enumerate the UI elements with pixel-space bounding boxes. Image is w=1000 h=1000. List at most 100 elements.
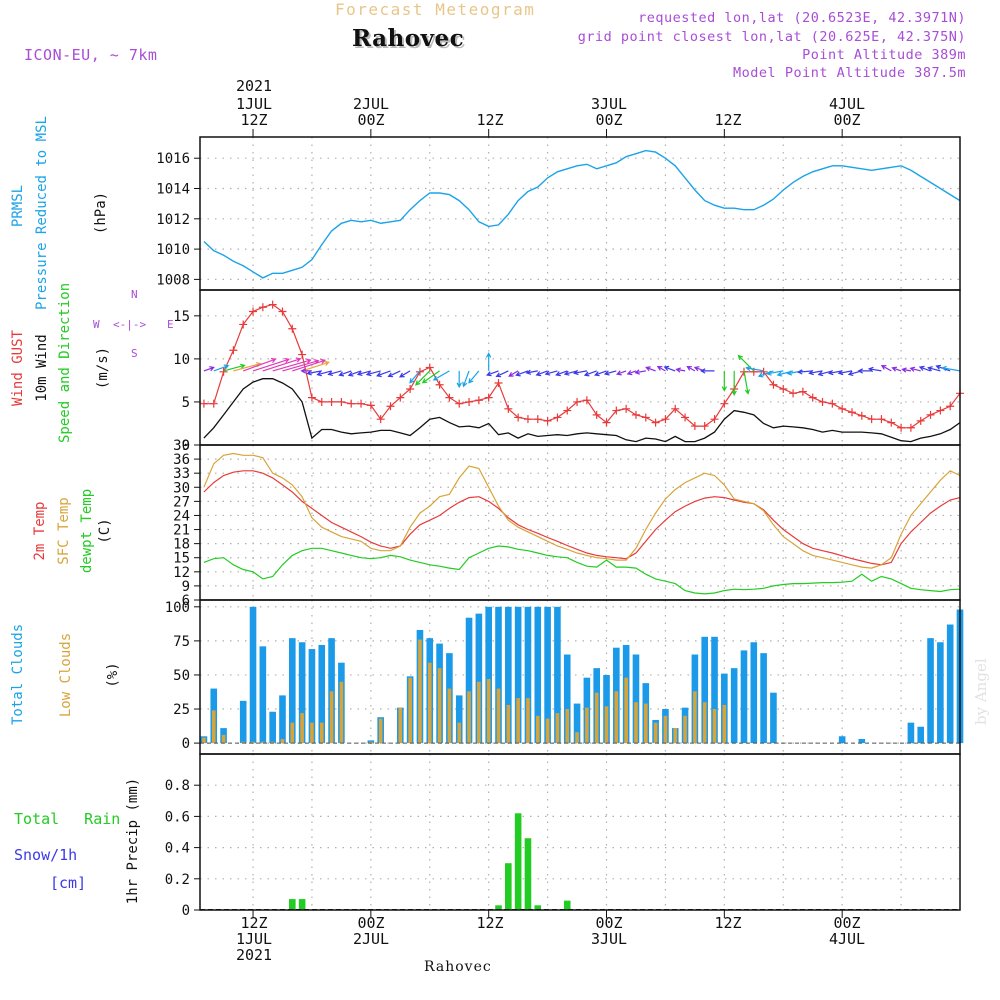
low-clouds-bar xyxy=(241,741,246,744)
wind-direction-arrow xyxy=(867,366,882,373)
bottom-tick-label: 00Z 4JUL xyxy=(828,914,866,948)
y-tick-label: 1012 xyxy=(156,212,190,228)
gust-marker xyxy=(877,415,886,424)
wind-direction-arrow xyxy=(544,370,558,376)
temp2m-label: 2m Temp xyxy=(32,501,48,561)
temp-unit: (C) xyxy=(97,518,113,544)
total-clouds-bar xyxy=(740,650,748,744)
wind-direction-arrow xyxy=(817,370,833,377)
y-tick-label: 25 xyxy=(173,702,190,718)
y-tick-label: 33 xyxy=(173,466,190,482)
y-tick-label: 0.2 xyxy=(165,872,190,888)
gust-marker xyxy=(415,367,424,376)
wind-direction-arrow xyxy=(626,370,637,376)
gust-marker xyxy=(779,385,788,394)
y-tick-label: 50 xyxy=(173,668,190,684)
wind-direction-arrow xyxy=(262,357,302,372)
wind-direction-arrow xyxy=(594,370,607,377)
low-clouds-bar xyxy=(594,692,599,744)
low-clouds-bar xyxy=(270,741,275,744)
footer-station: Rahovec xyxy=(424,959,492,975)
gust-marker xyxy=(573,397,582,406)
pressure-unit: (hPa) xyxy=(93,191,109,235)
y-tick-label: 27 xyxy=(173,494,190,510)
rain-bar xyxy=(514,813,522,910)
low-clouds-bar xyxy=(280,739,285,744)
snow-unit: [cm] xyxy=(50,874,87,892)
total-clouds-bar xyxy=(288,638,296,744)
low-clouds-bar xyxy=(516,698,520,744)
low-clouds-bar xyxy=(418,639,422,744)
total-clouds-bar xyxy=(946,624,954,744)
total-clouds-bar xyxy=(534,606,542,744)
total-clouds-bar xyxy=(524,606,532,744)
rain-bar xyxy=(563,900,571,910)
low-clouds-bar xyxy=(585,707,589,744)
gust-marker xyxy=(366,401,375,410)
total-clouds-bar xyxy=(563,654,571,744)
rain-bar xyxy=(505,863,512,910)
low-clouds-bar xyxy=(545,718,550,744)
gust-marker xyxy=(828,399,837,408)
low-clouds-label: Low Clouds xyxy=(58,632,74,718)
frame-layer xyxy=(199,136,961,911)
compass-west: W xyxy=(93,318,100,331)
gust-marker xyxy=(376,415,385,424)
wind-direction-arrow xyxy=(603,370,617,376)
low-clouds-bar xyxy=(506,704,511,744)
y-tick-label: 9 xyxy=(182,579,190,595)
compass-south: S xyxy=(131,347,138,360)
total-clouds-bar xyxy=(858,739,866,744)
gust-marker xyxy=(916,416,925,425)
low-clouds-bar xyxy=(643,703,648,744)
total-clouds-bar xyxy=(465,617,473,744)
gust-marker xyxy=(229,346,238,355)
y-tick-label: 6 xyxy=(182,593,190,609)
compass-north: N xyxy=(131,288,138,301)
total-clouds-bar xyxy=(318,644,326,744)
sfc-temp-line xyxy=(203,452,961,569)
precip-unit: 1hr Precip (mm) xyxy=(125,777,141,905)
gust-marker xyxy=(897,423,906,432)
wind-direction-arrow xyxy=(338,370,352,377)
pressure-label-full: Pressure Reduced to MSL xyxy=(34,116,50,310)
wind-direction-arrow xyxy=(745,365,764,372)
clouds-unit: (%) xyxy=(105,662,121,688)
low-clouds-bar xyxy=(408,677,412,744)
total-clouds-bar xyxy=(544,606,551,744)
total-clouds-bar xyxy=(632,654,640,744)
y-tick-label: 0 xyxy=(182,903,190,919)
gust-marker xyxy=(474,396,483,405)
gust-marker xyxy=(671,404,680,413)
low-clouds-bar xyxy=(614,691,619,744)
wind-label: 10m Wind xyxy=(34,334,50,402)
gust-marker xyxy=(769,380,778,389)
wind-direction-arrow xyxy=(409,370,421,384)
y-tick-label: 1008 xyxy=(156,272,190,288)
low-clouds-bar xyxy=(457,722,462,744)
gust-marker xyxy=(199,399,208,408)
total-clouds-bar xyxy=(514,606,522,744)
dewpoint-line xyxy=(203,545,961,595)
wind-direction-arrow xyxy=(432,370,450,381)
gust-marker xyxy=(455,399,464,408)
wind-direction-arrow xyxy=(743,370,750,395)
low-clouds-bar xyxy=(565,709,570,744)
direction-label: Speed and Direction xyxy=(57,282,73,443)
wind-direction-arrow xyxy=(645,366,656,372)
top-tick-label: 1JUL 12Z xyxy=(235,95,273,129)
total-clouds-bar xyxy=(475,613,483,744)
y-tick-label: 0.4 xyxy=(165,841,190,857)
wind-direction-arrow xyxy=(535,370,548,377)
low-clouds-bar xyxy=(526,698,530,744)
top-tick-label: 12Z xyxy=(714,111,742,129)
low-clouds-bar xyxy=(329,691,334,744)
gust-marker xyxy=(219,367,228,376)
gust-marker xyxy=(268,300,277,309)
y-tick-label: 5 xyxy=(182,395,190,411)
wind-direction-arrow xyxy=(306,370,322,376)
y-tick-label: 75 xyxy=(173,634,190,650)
wind-direction-arrow xyxy=(282,359,320,372)
gust-marker xyxy=(288,324,297,333)
gust-marker xyxy=(514,413,523,422)
